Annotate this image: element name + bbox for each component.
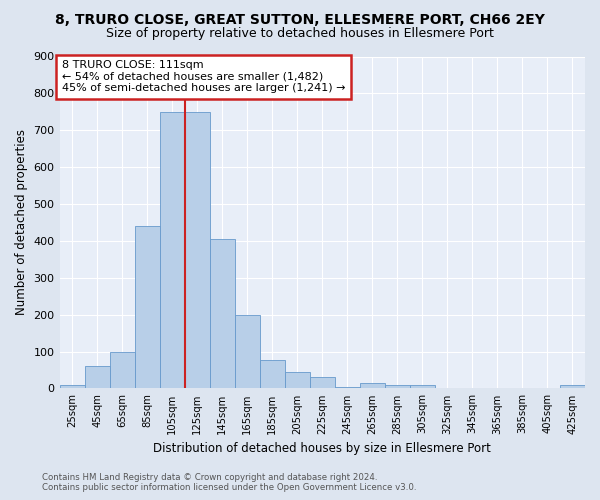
Bar <box>185 112 209 388</box>
Bar <box>285 372 310 388</box>
Bar <box>85 366 110 388</box>
Bar <box>160 112 185 388</box>
Bar <box>410 386 435 388</box>
Bar <box>134 226 160 388</box>
Text: Contains HM Land Registry data © Crown copyright and database right 2024.
Contai: Contains HM Land Registry data © Crown c… <box>42 473 416 492</box>
Bar <box>235 314 260 388</box>
Bar <box>310 378 335 388</box>
Bar <box>360 383 385 388</box>
Bar <box>59 384 85 388</box>
Text: 8, TRURO CLOSE, GREAT SUTTON, ELLESMERE PORT, CH66 2EY: 8, TRURO CLOSE, GREAT SUTTON, ELLESMERE … <box>55 12 545 26</box>
Bar <box>385 384 410 388</box>
Bar <box>209 239 235 388</box>
Bar <box>335 386 360 388</box>
Bar <box>110 352 134 389</box>
Bar <box>560 386 585 388</box>
Text: 8 TRURO CLOSE: 111sqm
← 54% of detached houses are smaller (1,482)
45% of semi-d: 8 TRURO CLOSE: 111sqm ← 54% of detached … <box>62 60 346 94</box>
Bar <box>260 360 285 388</box>
X-axis label: Distribution of detached houses by size in Ellesmere Port: Distribution of detached houses by size … <box>154 442 491 455</box>
Text: Size of property relative to detached houses in Ellesmere Port: Size of property relative to detached ho… <box>106 28 494 40</box>
Y-axis label: Number of detached properties: Number of detached properties <box>15 130 28 316</box>
